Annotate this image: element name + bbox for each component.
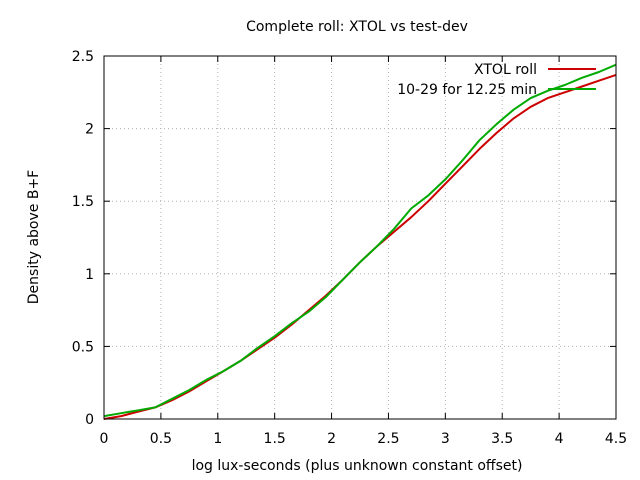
series-layer [103,63,617,420]
x-axis-label: log lux-seconds (plus unknown constant o… [192,458,523,474]
tick-layer: 0 0.5 1 1.5 2 2.5 3 3.5 4 4.5 0 0.5 1 1.5 2 2.5 [72,49,627,447]
plot-frame [103,55,617,420]
grid-layer [104,56,616,419]
x-tick-label: 2.5 [377,431,399,447]
y-axis-label: Density above B+F [26,170,42,304]
x-tick-label: 0.5 [150,431,172,447]
series-line-2 [103,63,617,418]
y-tick-label: 0 [85,412,94,428]
x-tick-label: 3.5 [491,431,513,447]
y-tick-label: 2 [85,122,94,138]
x-tick-label: 2 [327,431,336,447]
y-tick-label: 1 [85,267,94,283]
x-tick-label: 0 [100,431,109,447]
x-tick-label: 1.5 [264,431,286,447]
legend-label-1: XTOL roll [474,62,537,78]
x-tick-label: 4 [555,431,564,447]
legend-label-2: 10-29 for 12.25 min [397,82,537,98]
y-tick-label: 2.5 [72,49,94,65]
x-tick-label: 4.5 [605,431,627,447]
y-tick-label: 1.5 [72,194,94,210]
chart-title: Complete roll: XTOL vs test-dev [246,19,468,35]
x-tick-label: 1 [213,431,222,447]
legend: XTOL roll 10-29 for 12.25 min [397,62,596,98]
x-tick-label: 3 [441,431,450,447]
y-tick-label: 0.5 [72,339,94,355]
